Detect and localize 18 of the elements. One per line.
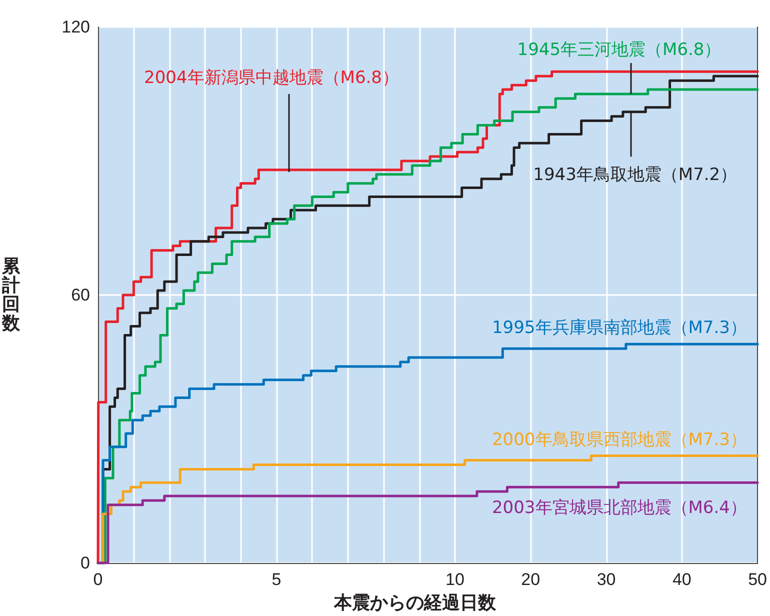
y-tick-label: 0 xyxy=(80,554,90,572)
y-tick-label: 120 xyxy=(62,18,90,36)
series-label: 2000年鳥取県西部地震（M7.3） xyxy=(492,430,747,450)
x-tick-label: 50 xyxy=(748,570,768,589)
x-tick-label: 0 xyxy=(93,570,103,589)
series-label: 1943年鳥取地震（M7.2） xyxy=(533,164,738,185)
series-label: 2003年宮城県北部地震（M6.4） xyxy=(492,498,747,518)
text: 2004年新潟県中越地震（M6.8） xyxy=(144,68,399,88)
series-label: 1995年兵庫県南部地震（M7.3） xyxy=(492,318,747,338)
y-tick-label: 60 xyxy=(71,286,90,304)
x-tick-label: 20 xyxy=(521,570,540,589)
series-label: 1945年三河地震（M6.8） xyxy=(517,40,722,60)
x-tick-label: 5 xyxy=(272,570,282,589)
x-axis-title: 本震からの経過日数 xyxy=(333,592,497,614)
y-axis-title: 累計回数 xyxy=(1,256,21,334)
x-tick-label: 10 xyxy=(446,570,464,589)
x-tick-label: 30 xyxy=(596,570,616,589)
x-tick-label: 40 xyxy=(672,570,692,589)
